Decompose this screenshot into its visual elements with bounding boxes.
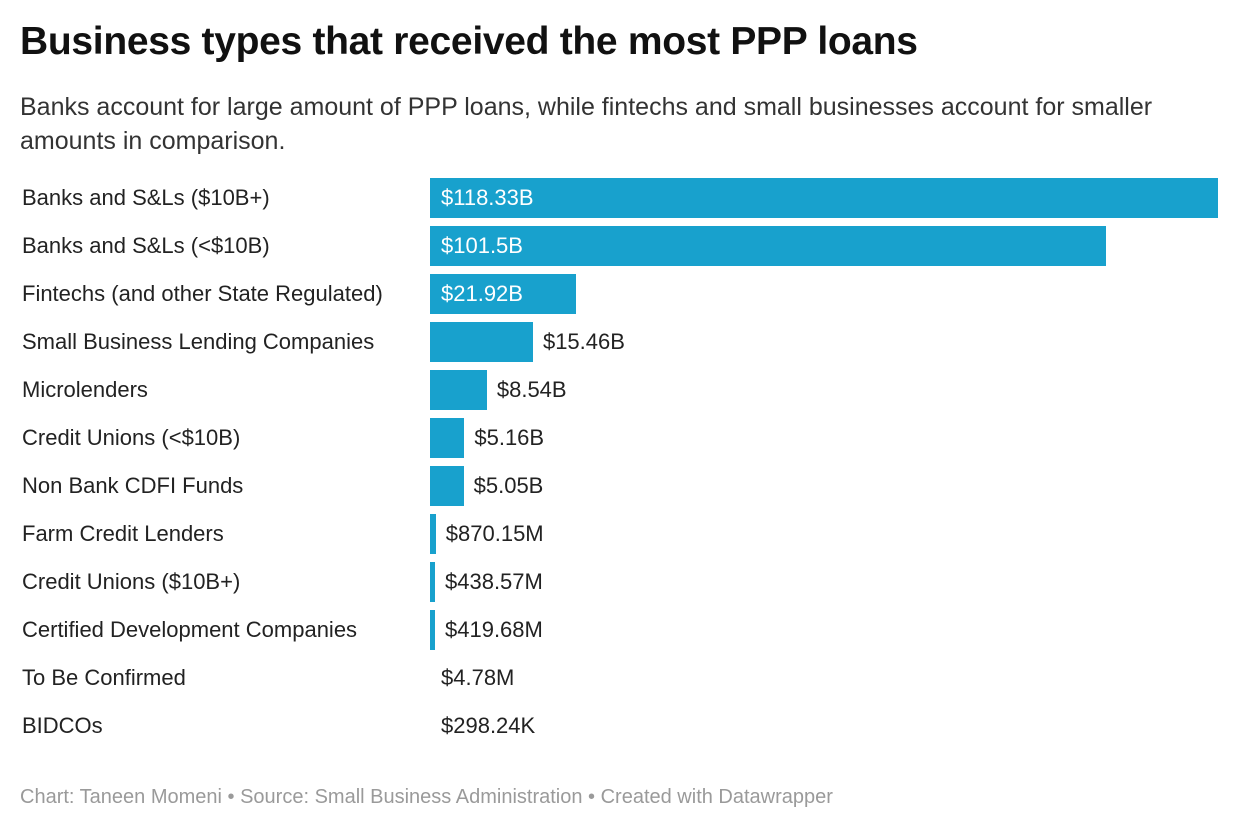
value-label: $419.68M bbox=[445, 617, 543, 642]
bar bbox=[430, 466, 464, 506]
value-label: $101.5B bbox=[441, 233, 523, 258]
value-label: $15.46B bbox=[542, 329, 625, 354]
category-label: Banks and S&Ls ($10B+) bbox=[22, 185, 270, 210]
bar bbox=[430, 274, 576, 314]
value-label: $21.92B bbox=[441, 281, 523, 306]
bar-row: Credit Unions ($10B+) $438.57M bbox=[0, 560, 1240, 608]
value-label: $870.15M bbox=[445, 521, 544, 546]
value-label: $5.16B bbox=[474, 425, 545, 450]
value-label: $298.24K bbox=[441, 713, 536, 738]
bar-row: Small Business Lending Companies $15.46B bbox=[0, 320, 1240, 368]
category-label: Non Bank CDFI Funds bbox=[22, 473, 244, 498]
category-label: Credit Unions (<$10B) bbox=[22, 425, 241, 450]
bar-row: Credit Unions (<$10B) $5.16B bbox=[0, 416, 1240, 464]
bar-row: Banks and S&Ls ($10B+) $118.33B bbox=[0, 176, 1240, 224]
category-label: Fintechs (and other State Regulated) bbox=[22, 281, 383, 306]
bar bbox=[430, 226, 1106, 266]
value-label: $4.78M bbox=[441, 665, 515, 690]
bar bbox=[430, 370, 487, 410]
value-label: $118.33B bbox=[441, 185, 534, 210]
category-label: Credit Unions ($10B+) bbox=[22, 569, 241, 594]
footer-credit: Chart: Taneen Momeni bbox=[20, 786, 222, 808]
bar bbox=[430, 322, 533, 362]
category-label: To Be Confirmed bbox=[22, 665, 186, 690]
category-label: Microlenders bbox=[22, 377, 148, 402]
bar bbox=[430, 562, 435, 602]
category-label: Certified Development Companies bbox=[22, 617, 358, 642]
value-label: $8.54B bbox=[496, 377, 567, 402]
category-label: Small Business Lending Companies bbox=[22, 329, 375, 354]
bar-row: To Be Confirmed $4.78M bbox=[0, 656, 1240, 704]
bar-row: Microlenders $8.54B bbox=[0, 368, 1240, 416]
footer-separator: • bbox=[221, 786, 241, 808]
bar-row: Fintechs (and other State Regulated) $21.… bbox=[0, 272, 1240, 320]
category-label: BIDCOs bbox=[22, 713, 103, 738]
bar bbox=[430, 418, 465, 458]
footer-source: Source: Small Business Administration bbox=[240, 786, 583, 808]
value-label: $5.05B bbox=[473, 473, 544, 498]
bar-row: Certified Development Companies $419.68M bbox=[0, 608, 1240, 656]
chart-footer: Chart: Taneen Momeni • Source: Small Bus… bbox=[20, 786, 833, 809]
footer-separator: • bbox=[582, 786, 601, 808]
bar-chart: Banks and S&Ls ($10B+) $118.33B Banks and … bbox=[0, 176, 1240, 752]
bar-row: BIDCOs $298.24K bbox=[0, 704, 1240, 752]
footer-created: Created with Datawrapper bbox=[600, 786, 833, 808]
bar-row: Banks and S&Ls (<$10B) $101.5B bbox=[0, 224, 1240, 272]
bar bbox=[430, 514, 436, 554]
category-label: Banks and S&Ls (<$10B) bbox=[22, 233, 270, 258]
bar bbox=[430, 178, 1218, 218]
bar-row: Farm Credit Lenders $870.15M bbox=[0, 512, 1240, 560]
bar-row: Non Bank CDFI Funds $5.05B bbox=[0, 464, 1240, 512]
bar bbox=[430, 610, 435, 650]
chart-subtitle: Banks account for large amount of PPP lo… bbox=[20, 93, 1153, 155]
value-label: $438.57M bbox=[445, 569, 543, 594]
category-label: Farm Credit Lenders bbox=[22, 521, 224, 546]
chart-title: Business types that received the most PP… bbox=[20, 20, 918, 63]
